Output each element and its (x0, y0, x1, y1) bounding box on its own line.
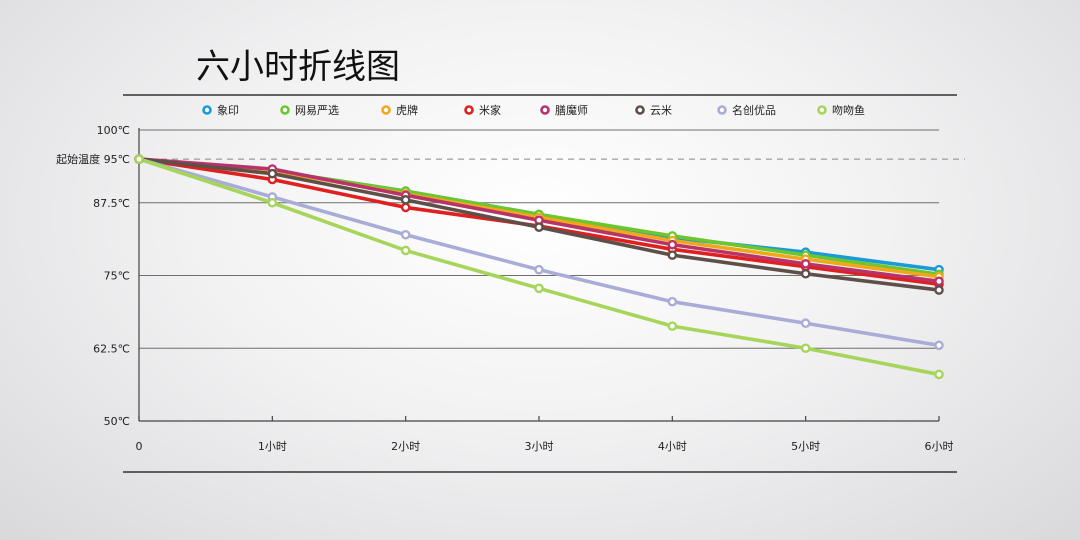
reference-line-label: 起始温度 95℃ (56, 152, 130, 166)
legend-marker-icon (540, 105, 550, 115)
data-point (800, 318, 811, 329)
legend: 象印 网易严选 虎牌 米家 膳魔师 云米 名创优品 吻吻鱼 (202, 103, 865, 117)
legend-marker-icon (717, 105, 727, 115)
data-point (800, 268, 811, 279)
data-point (134, 154, 144, 164)
data-point (934, 285, 944, 295)
series-layer (134, 154, 944, 380)
legend-label: 吻吻鱼 (832, 103, 865, 117)
data-point (267, 168, 278, 179)
x-tick-label: 1小时 (258, 440, 287, 453)
data-point (934, 276, 944, 287)
x-tick-label: 4小时 (658, 440, 687, 453)
data-point (667, 321, 678, 331)
legend-marker-icon (202, 105, 212, 115)
data-point (667, 296, 678, 307)
y-tick-label: 100℃ (97, 124, 130, 137)
legend-marker-icon (817, 105, 827, 115)
y-tick-label: 75℃ (104, 270, 130, 283)
x-tick-label: 6小时 (925, 440, 954, 453)
legend-label: 网易严选 (295, 104, 339, 117)
legend-item: 象印 (202, 104, 239, 117)
data-point (534, 283, 544, 294)
legend-marker-icon (381, 105, 391, 115)
data-point (267, 197, 278, 208)
legend-item: 名创优品 (717, 103, 776, 117)
data-point (934, 369, 944, 380)
legend-item: 膳魔师 (540, 103, 588, 117)
legend-item: 云米 (635, 104, 672, 117)
data-point (400, 202, 411, 213)
x-tick-label: 2小时 (391, 440, 420, 453)
legend-marker-icon (464, 105, 474, 115)
data-point (800, 343, 811, 354)
chart-title: 六小时折线图 (196, 47, 400, 87)
data-point (400, 229, 411, 240)
data-point (400, 245, 411, 256)
legend-item: 吻吻鱼 (817, 103, 865, 117)
data-point (534, 222, 544, 232)
data-point (667, 239, 678, 250)
data-point (934, 340, 944, 351)
legend-label: 膳魔师 (555, 103, 588, 117)
y-tick-label: 50℃ (104, 415, 130, 428)
y-tick-label: 87.5℃ (93, 197, 130, 210)
x-tick-label: 5小时 (791, 440, 820, 453)
data-point (667, 250, 678, 260)
data-point (400, 195, 411, 205)
x-tick-label: 3小时 (525, 440, 554, 453)
legend-label: 米家 (479, 103, 501, 117)
x-axis: 0 1小时 2小时 3小时 4小时 5小时 6小时 (136, 416, 954, 453)
legend-item: 网易严选 (280, 104, 339, 117)
data-point (800, 259, 811, 269)
y-tick-label: 62.5℃ (93, 342, 130, 355)
data-point (534, 264, 544, 275)
legend-label: 象印 (217, 104, 239, 117)
legend-item: 米家 (464, 103, 501, 117)
x-tick-label: 0 (136, 440, 143, 453)
legend-marker-icon (280, 105, 290, 115)
legend-label: 名创优品 (732, 103, 776, 117)
legend-label: 虎牌 (396, 103, 418, 117)
y-axis: 100℃ 87.5℃ 75℃ 62.5℃ 50℃ 起始温度 95℃ (56, 124, 140, 428)
legend-marker-icon (635, 105, 645, 115)
legend-item: 虎牌 (381, 103, 418, 117)
legend-label: 云米 (650, 104, 672, 117)
